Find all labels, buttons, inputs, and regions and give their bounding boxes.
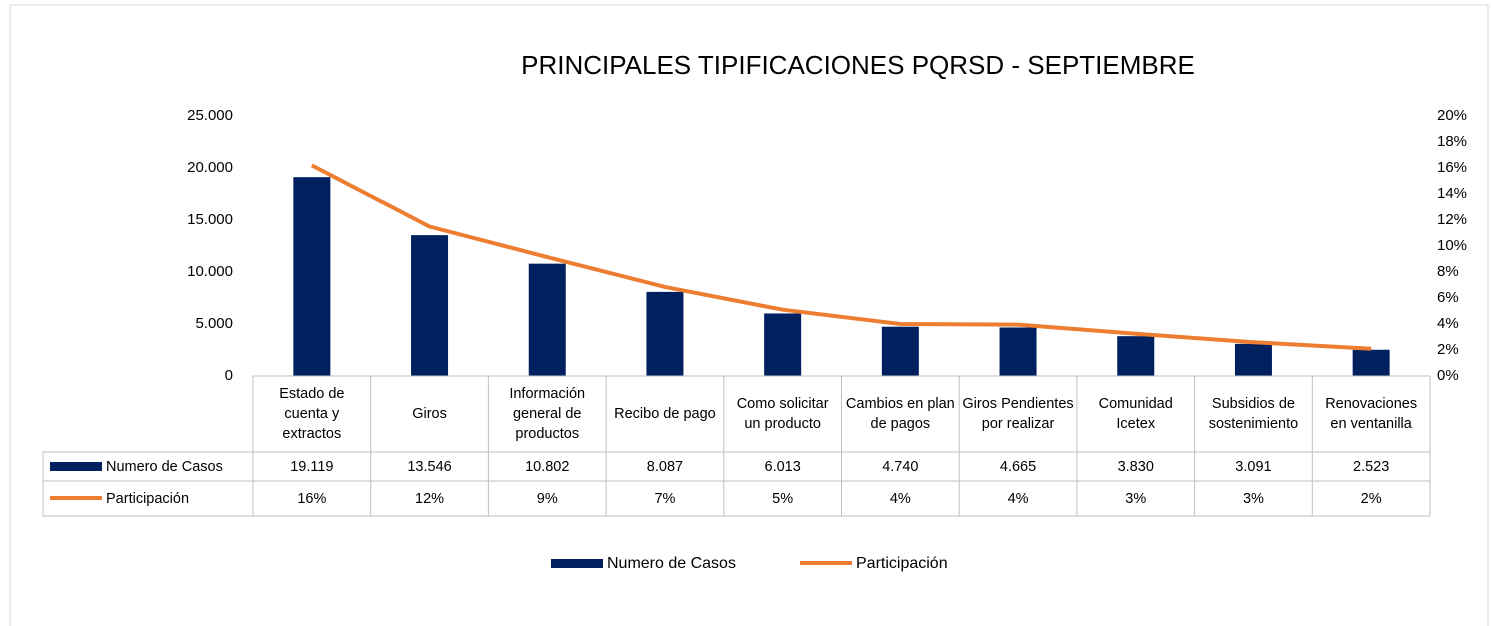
y2-tick-label: 2% xyxy=(1437,341,1459,358)
y-tick-label: 0 xyxy=(225,367,233,384)
bar xyxy=(1352,349,1390,376)
bar xyxy=(764,313,802,376)
legend-swatch xyxy=(50,462,102,471)
table-value: 4.665 xyxy=(1000,459,1036,475)
y2-tick-label: 8% xyxy=(1437,263,1459,280)
bar xyxy=(881,326,919,376)
bar xyxy=(646,291,684,376)
table-value: 6.013 xyxy=(765,459,801,475)
y2-tick-label: 16% xyxy=(1437,159,1467,176)
bar xyxy=(528,263,566,376)
y2-tick-label: 6% xyxy=(1437,289,1459,306)
bar xyxy=(999,327,1037,376)
table-value: 3.091 xyxy=(1235,459,1271,475)
category-label: Estado de cuenta y extractos xyxy=(279,386,345,442)
chart-title: PRINCIPALES TIPIFICACIONES PQRSD - SEPTI… xyxy=(521,50,1195,80)
legend-swatch xyxy=(551,559,603,568)
table-value: 9% xyxy=(537,491,558,507)
category-label: Giros Pendientes por realizar xyxy=(962,396,1074,432)
table-value: 13.546 xyxy=(407,459,451,475)
bar xyxy=(293,177,331,376)
category-label: Información general de productos xyxy=(509,386,586,442)
bar xyxy=(1234,343,1272,376)
chart-border xyxy=(9,4,1489,626)
category-label: Cambios en plan de pagos xyxy=(845,396,955,432)
table-value: 5% xyxy=(772,491,793,507)
table-value: 12% xyxy=(415,491,444,507)
table-value: 3% xyxy=(1243,491,1264,507)
y2-tick-label: 12% xyxy=(1437,211,1467,228)
line-series xyxy=(310,163,1372,351)
category-label: Renovaciones en ventanilla xyxy=(1325,396,1418,432)
table-value: 4% xyxy=(890,491,911,507)
y-tick-label: 5.000 xyxy=(195,315,233,332)
y-tick-label: 15.000 xyxy=(187,211,233,228)
table-value: 4.740 xyxy=(882,459,918,475)
legend-label: Numero de Casos xyxy=(607,555,736,572)
table-value: 19.119 xyxy=(290,459,333,475)
legend-label: Participación xyxy=(856,555,948,572)
category-label: Comunidad Icetex xyxy=(1098,396,1173,432)
table-value: 8.087 xyxy=(647,459,683,475)
table-value: 4% xyxy=(1008,491,1029,507)
table-value: 3.830 xyxy=(1118,459,1154,475)
table-value: 2% xyxy=(1361,491,1382,507)
y-tick-label: 20.000 xyxy=(187,159,233,176)
category-label: Giros xyxy=(412,406,447,422)
bar xyxy=(1117,336,1155,376)
y-tick-label: 10.000 xyxy=(187,263,233,280)
category-label: Subsidios de sostenimiento xyxy=(1208,396,1299,432)
y2-tick-label: 4% xyxy=(1437,315,1459,332)
y2-tick-label: 18% xyxy=(1437,133,1467,150)
table-value: 7% xyxy=(654,491,675,507)
y2-tick-label: 0% xyxy=(1437,367,1459,384)
table-value: 10.802 xyxy=(525,459,569,475)
bar xyxy=(411,235,449,376)
table-value: 3% xyxy=(1125,491,1146,507)
category-label: Como solicitar un producto xyxy=(736,396,829,432)
table-row-label: Numero de Casos xyxy=(106,459,223,475)
table-value: 2.523 xyxy=(1353,459,1389,475)
y2-tick-label: 10% xyxy=(1437,237,1467,254)
y2-tick-label: 20% xyxy=(1437,107,1467,124)
y-tick-label: 25.000 xyxy=(187,107,233,124)
y2-tick-label: 14% xyxy=(1437,185,1467,202)
table-value: 16% xyxy=(297,491,326,507)
category-label: Recibo de pago xyxy=(614,406,716,422)
table-row-label: Participación xyxy=(106,491,189,507)
